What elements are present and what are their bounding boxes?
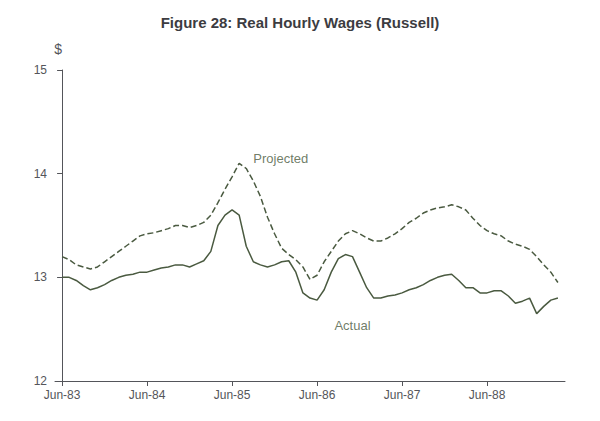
svg-text:14: 14 [34,167,48,181]
svg-text:Jun-87: Jun-87 [384,388,421,402]
svg-text:$: $ [54,41,62,57]
svg-text:Projected: Projected [253,151,308,166]
svg-text:15: 15 [34,63,48,77]
svg-text:Jun-84: Jun-84 [129,388,166,402]
svg-text:Jun-86: Jun-86 [299,388,336,402]
svg-text:Figure 28: Real Hourly Wages (: Figure 28: Real Hourly Wages (Russell) [161,14,440,31]
svg-text:13: 13 [34,270,48,284]
svg-text:Jun-88: Jun-88 [469,388,506,402]
svg-text:Actual: Actual [334,318,370,333]
svg-text:Jun-85: Jun-85 [214,388,251,402]
svg-text:12: 12 [34,374,48,388]
svg-text:Jun-83: Jun-83 [44,388,81,402]
